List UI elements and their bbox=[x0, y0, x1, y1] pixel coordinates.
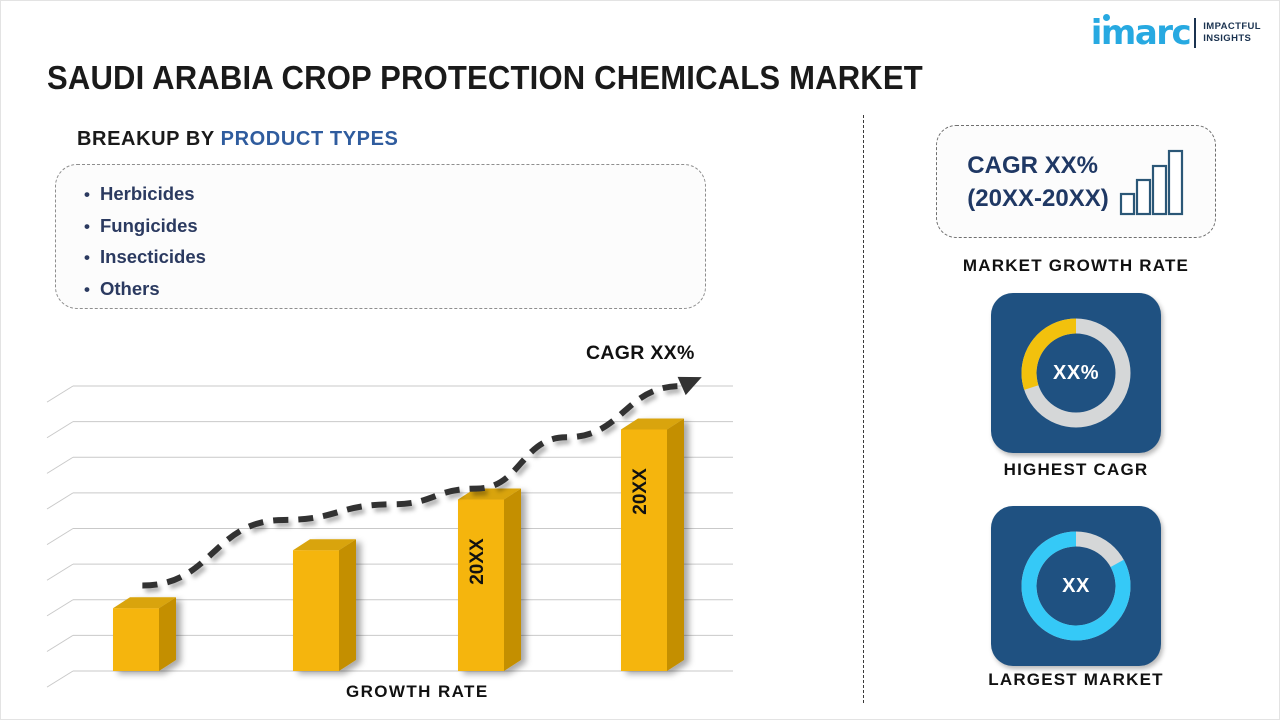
highest-cagr-value: XX% bbox=[1053, 361, 1099, 384]
arrow-head-icon bbox=[677, 376, 702, 396]
list-item-label: Fungicides bbox=[100, 214, 198, 236]
bullet-icon: • bbox=[84, 185, 90, 204]
list-item: • Others bbox=[84, 274, 705, 306]
list-item: • Insecticides bbox=[84, 242, 705, 274]
cagr-box-line2: (20XX-20XX) bbox=[967, 184, 1109, 212]
logo-wordmark: imarc bbox=[1090, 13, 1192, 53]
bullet-icon: • bbox=[84, 279, 90, 299]
largest-market-tile: XX bbox=[991, 506, 1161, 666]
largest-market-donut-chart bbox=[1021, 531, 1131, 641]
breakup-heading: BREAKUP BY PRODUCT TYPES bbox=[77, 128, 399, 151]
bar bbox=[621, 418, 684, 671]
bar-chart-icon bbox=[1119, 149, 1183, 215]
imarc-logo: imarc IMPACTFUL INSIGHTS bbox=[1091, 13, 1261, 53]
largest-market-label: LARGEST MARKET bbox=[988, 670, 1164, 689]
logo-tagline: IMPACTFUL INSIGHTS bbox=[1203, 21, 1261, 45]
largest-market-value: XX bbox=[1062, 574, 1090, 597]
logo-tagline-line1: IMPACTFUL bbox=[1203, 21, 1261, 32]
bar bbox=[113, 597, 176, 671]
bullet-icon: • bbox=[84, 248, 90, 267]
cagr-box-line1: CAGR XX% bbox=[967, 151, 1098, 179]
donut-arc bbox=[1021, 531, 1131, 641]
panel-divider bbox=[863, 115, 864, 703]
cagr-box-text: CAGR XX% (20XX-20XX) bbox=[967, 149, 1108, 215]
donut-arc bbox=[1021, 318, 1077, 390]
list-item-label: Insecticides bbox=[100, 246, 206, 267]
bullet-icon: • bbox=[84, 216, 90, 236]
logo-tagline-line2: INSIGHTS bbox=[1203, 33, 1252, 44]
bar-value-label: 20XX bbox=[467, 538, 488, 585]
market-growth-rate-label: MARKET GROWTH RATE bbox=[962, 256, 1190, 275]
page-title: SAUDI ARABIA CROP PROTECTION CHEMICALS M… bbox=[47, 59, 923, 96]
breakup-heading-plain: BREAKUP BY bbox=[77, 128, 221, 150]
bar-value-label: 20XX bbox=[630, 468, 651, 515]
chart-bar-labels: 20XX 20XX bbox=[467, 468, 651, 585]
highest-cagr-donut-chart bbox=[1021, 318, 1131, 428]
logo-dot-icon bbox=[1102, 14, 1110, 21]
chart-svg: 20XX 20XX bbox=[46, 376, 733, 688]
product-types-list: • Herbicides • Fungicides • Insecticides • O… bbox=[84, 179, 705, 305]
cagr-trend-label: CAGR XX% bbox=[586, 342, 695, 364]
product-types-box: • Herbicides • Fungicides • Insecticides • O… bbox=[55, 164, 706, 309]
highest-cagr-tile: XX% bbox=[991, 293, 1161, 453]
chart-axis-label: GROWTH RATE bbox=[346, 682, 489, 701]
breakup-heading-accent: PRODUCT TYPES bbox=[220, 128, 399, 150]
list-item: • Fungicides bbox=[84, 211, 705, 243]
list-item-label: Others bbox=[100, 277, 160, 299]
bar bbox=[458, 488, 521, 671]
growth-rate-chart: 20XX 20XX bbox=[31, 331, 821, 711]
cagr-trend-line bbox=[142, 376, 702, 589]
highest-cagr-label: HIGHEST CAGR bbox=[1003, 460, 1149, 479]
market-growth-rate-box: CAGR XX% (20XX-20XX) bbox=[936, 125, 1216, 238]
logo-divider bbox=[1194, 18, 1197, 48]
list-item-label: Herbicides bbox=[100, 183, 195, 204]
list-item: • Herbicides bbox=[84, 179, 705, 211]
chart-bars bbox=[113, 418, 684, 671]
bar bbox=[293, 539, 356, 671]
